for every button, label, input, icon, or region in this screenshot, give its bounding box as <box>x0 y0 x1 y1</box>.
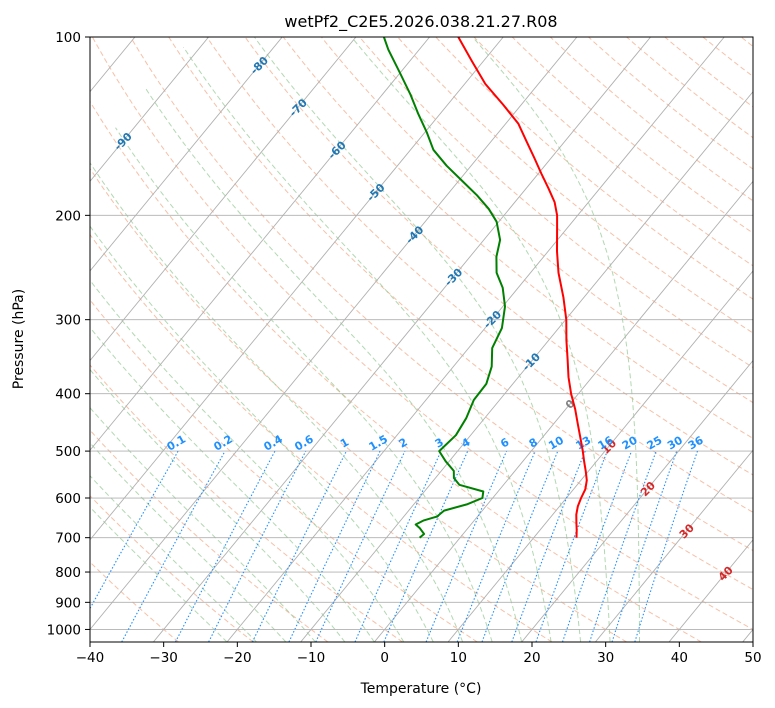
dry-adiabat-line <box>90 429 329 642</box>
x-tick-label: −10 <box>297 650 326 666</box>
mixing-ratio-line <box>481 450 559 642</box>
mixing-ratio-line <box>175 450 276 642</box>
temperature-profile <box>457 37 588 538</box>
y-tick-label: 800 <box>55 565 81 581</box>
dry-adiabat-line <box>130 37 753 591</box>
isotherm-line <box>90 37 283 272</box>
dry-adiabat-line <box>90 495 254 642</box>
moist-adiabat-line <box>90 161 464 642</box>
x-tick-label: 10 <box>450 650 467 666</box>
x-tick-label: −20 <box>223 650 252 666</box>
isotherm-line <box>153 37 651 642</box>
moist-adiabat-line <box>115 127 493 642</box>
y-tick-label: 1000 <box>47 622 81 638</box>
dry-adiabat-line <box>282 37 753 439</box>
mixing-ratio-line <box>589 450 657 642</box>
mixing-ratio-line <box>535 450 608 642</box>
moist-adiabat-line <box>144 87 523 642</box>
x-tick-label: 40 <box>671 650 688 666</box>
moist-adiabat-line <box>90 506 228 642</box>
y-tick-label: 300 <box>55 313 81 329</box>
isotherm-line <box>668 539 753 642</box>
dry-adiabat-line <box>90 167 627 642</box>
isotherm-line <box>90 37 209 183</box>
x-tick-label: 20 <box>523 650 540 666</box>
mixing-ratio-line <box>634 450 699 642</box>
moist-adiabat-line <box>182 46 552 642</box>
moist-adiabat-line <box>472 37 640 642</box>
mixing-ratio-line <box>425 450 508 642</box>
mixing-ratio-line <box>288 450 381 642</box>
dry-adiabat-line <box>90 299 478 642</box>
moist-adiabat-line <box>253 37 582 642</box>
dry-adiabat-line <box>90 233 553 642</box>
mixing-ratio-line <box>383 450 469 642</box>
isotherm-line <box>521 359 753 642</box>
y-tick-label: 400 <box>55 387 81 403</box>
dry-adiabat-line <box>511 37 753 234</box>
dry-adiabat-line <box>321 37 753 404</box>
mixing-ratio-line <box>90 450 179 610</box>
isotherm-line <box>90 37 504 541</box>
isotherm-line <box>374 180 753 642</box>
moist-adiabat-line <box>351 37 611 642</box>
background-lines <box>90 37 753 642</box>
y-axis-ticks: 100 200 300 400 500 600 700 800 900 1000 <box>47 30 90 638</box>
plot-frame <box>89 36 754 643</box>
moist-adiabat-line <box>90 225 434 642</box>
dry-adiabat-line <box>549 37 753 202</box>
isotherm-line <box>447 270 753 642</box>
dry-adiabat-line <box>168 37 753 552</box>
dry-adiabat-line <box>473 37 753 267</box>
profiles <box>382 37 588 539</box>
isotherm-line <box>300 90 753 642</box>
mixing-ratio-line <box>511 450 586 642</box>
y-tick-label: 900 <box>55 595 81 611</box>
moist-adiabat-line <box>90 442 287 642</box>
mixing-ratio-line <box>121 450 226 642</box>
x-axis-label: Temperature (°C) <box>360 681 482 697</box>
mixing-ratio-line <box>208 450 307 642</box>
mixing-ratio-line <box>611 450 678 642</box>
dry-adiabat-line <box>90 100 702 642</box>
dry-adiabat-line <box>91 37 753 631</box>
dry-adiabat-line <box>244 37 753 476</box>
y-tick-label: 200 <box>55 208 81 224</box>
moist-adiabat-line <box>90 326 375 642</box>
x-tick-label: −40 <box>76 650 105 666</box>
x-tick-label: 30 <box>597 650 614 666</box>
x-axis-ticks: −40 −30 −20 −10 0 10 20 30 40 50 <box>76 642 762 666</box>
mixing-ratio-line <box>456 450 536 642</box>
dry-adiabat-line <box>397 37 753 334</box>
x-tick-label: 0 <box>380 650 389 666</box>
isotherm-line <box>226 37 725 642</box>
isotherm-line <box>90 37 357 362</box>
moist-adiabat-line <box>90 407 316 642</box>
moist-adiabat-line <box>90 475 257 642</box>
y-tick-label: 700 <box>55 531 81 547</box>
isotherm-line <box>595 449 753 642</box>
y-axis-label: Pressure (hPa) <box>11 289 27 389</box>
x-tick-label: −30 <box>149 650 178 666</box>
dewpoint-profile <box>382 37 506 539</box>
y-tick-label: 100 <box>55 30 81 46</box>
mixing-ratio-line <box>561 450 633 642</box>
dry-adiabat-line <box>435 37 753 300</box>
moist-adiabat-line <box>90 279 405 642</box>
x-tick-label: 50 <box>744 650 761 666</box>
chart-title: wetPf2_C2E5.2026.038.21.27.R08 <box>284 12 557 32</box>
y-tick-label: 600 <box>55 491 81 507</box>
isotherm-line <box>90 37 430 451</box>
isotherm-line <box>90 37 578 631</box>
dry-adiabat-line <box>206 37 753 513</box>
y-tick-label: 500 <box>55 444 81 460</box>
mixing-ratio-line <box>354 450 442 642</box>
mixing-ratio-line <box>315 450 406 642</box>
